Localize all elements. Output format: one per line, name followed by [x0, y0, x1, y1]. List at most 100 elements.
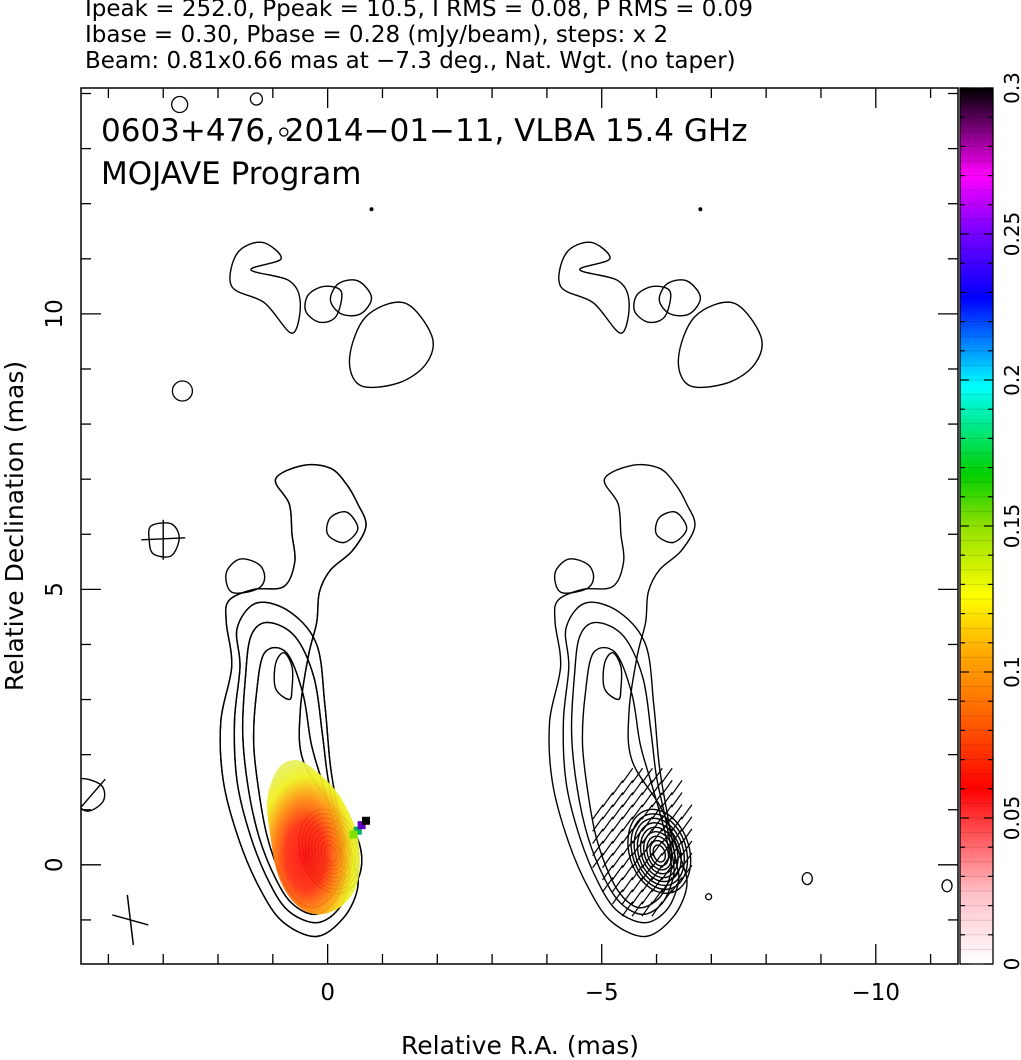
- colorbar-tick-label: 0.1: [1000, 656, 1021, 688]
- evpa-vector: [621, 780, 634, 796]
- evpa-vector: [641, 876, 653, 893]
- y-axis-label: Relative Declination (mas): [0, 361, 29, 691]
- evpa-vector: [680, 852, 693, 869]
- edge-cross: [81, 778, 106, 809]
- fractional-polarization-pixel: [362, 816, 371, 825]
- evpa-vector: [671, 816, 683, 832]
- evpa-vector: [602, 828, 614, 844]
- evpa-vector: [602, 804, 614, 820]
- contour-line: [581, 646, 673, 909]
- contour-line: [348, 301, 434, 389]
- header-line-1: Ipeak = 252.0, Ppeak = 10.5, I RMS = 0.0…: [85, 0, 754, 22]
- evpa-vector: [621, 828, 634, 844]
- evpa-vector: [680, 840, 693, 856]
- evpa-vector: [661, 792, 673, 808]
- evpa-vector: [602, 864, 614, 881]
- evpa-vector: [602, 792, 614, 808]
- evpa-vector: [621, 804, 634, 820]
- evpa-vector: [661, 828, 673, 844]
- contour-line: [602, 652, 623, 701]
- small-contour-blob: [704, 893, 713, 901]
- evpa-vector: [641, 780, 653, 796]
- evpa-vector: [680, 828, 693, 844]
- evpa-vector: [641, 828, 653, 844]
- small-contour-blob: [369, 207, 374, 212]
- small-contour-blob: [698, 207, 703, 212]
- small-contour-blob: [941, 879, 953, 893]
- contour-line: [273, 652, 294, 701]
- evpa-vector: [651, 852, 663, 869]
- evpa-vector: [661, 876, 673, 893]
- colorbar-tick-label: 0.3: [1000, 72, 1021, 104]
- contour-line: [643, 830, 676, 875]
- evpa-vector: [611, 840, 624, 856]
- evpa-vector: [671, 852, 683, 869]
- colorbar-tick-label: 0: [1000, 958, 1021, 971]
- evpa-vector: [611, 792, 624, 808]
- contour-line: [329, 279, 373, 317]
- evpa-vector: [661, 852, 673, 869]
- polarization-vectors: [592, 767, 693, 917]
- evpa-vector: [631, 767, 644, 784]
- evpa-vector: [602, 876, 614, 893]
- x-tick-label: −10: [852, 980, 901, 1006]
- evpa-vector: [641, 852, 653, 869]
- evpa-vector: [631, 816, 644, 832]
- x-tick-label: 0: [320, 980, 335, 1006]
- contour-line: [636, 822, 682, 883]
- evpa-vector: [641, 792, 653, 808]
- right-panel-contours: [548, 241, 763, 938]
- evpa-vector: [661, 780, 673, 796]
- y-tick-label: 10: [42, 299, 68, 328]
- evpa-vector: [671, 804, 683, 820]
- evpa-vector: [621, 840, 634, 856]
- evpa-vector: [602, 840, 614, 856]
- contour-line: [225, 558, 266, 594]
- colorbar-tick-label: 0.15: [1000, 504, 1021, 549]
- evpa-vector: [661, 816, 673, 832]
- edge-blob: [81, 777, 106, 812]
- fractional-polarization-pixel: [353, 826, 362, 835]
- evpa-vector: [611, 889, 624, 905]
- fractional-polarization-image: [266, 760, 371, 915]
- header-line-2: Ibase = 0.30, Pbase = 0.28 (mJy/beam), s…: [85, 22, 669, 48]
- evpa-vector: [631, 828, 644, 844]
- evpa-vector: [602, 852, 614, 869]
- contour-line: [304, 285, 343, 324]
- evpa-vector: [611, 780, 624, 796]
- contour-line: [548, 463, 696, 938]
- source-label: 0603+476, 2014−01−11, VLBA 15.4 GHz: [101, 113, 747, 149]
- evpa-vector: [651, 901, 663, 917]
- evpa-vector: [631, 901, 644, 917]
- evpa-vector: [611, 876, 624, 893]
- evpa-vector: [651, 780, 663, 796]
- evpa-vector: [611, 816, 624, 832]
- evpa-vector: [621, 901, 634, 917]
- evpa-vector: [651, 864, 663, 881]
- contour-line: [558, 241, 630, 334]
- evpa-vector: [671, 840, 683, 856]
- contour-line: [633, 285, 672, 324]
- plot-frame: [80, 87, 959, 965]
- small-contour-blob: [279, 127, 289, 137]
- evpa-vector: [651, 804, 663, 820]
- evpa-vector: [602, 816, 614, 832]
- evpa-vector: [671, 864, 683, 881]
- evpa-vector: [641, 840, 653, 856]
- contour-line: [633, 817, 686, 887]
- evpa-vector: [611, 804, 624, 820]
- fractional-polarization-pixel: [357, 821, 366, 830]
- evpa-vector: [592, 852, 604, 869]
- evpa-vector: [680, 804, 693, 820]
- evpa-vector: [621, 816, 634, 832]
- x-tick-label: −5: [585, 980, 619, 1006]
- x-axis-label: Relative R.A. (mas): [401, 1031, 639, 1060]
- contour-line: [325, 511, 359, 544]
- evpa-vector: [661, 864, 673, 881]
- evpa-vector: [592, 840, 604, 856]
- colorbar-tick-label: 0.05: [1000, 796, 1021, 841]
- contour-line: [570, 621, 675, 916]
- evpa-vector: [661, 767, 673, 784]
- evpa-vector: [621, 876, 634, 893]
- contour-line: [627, 808, 692, 894]
